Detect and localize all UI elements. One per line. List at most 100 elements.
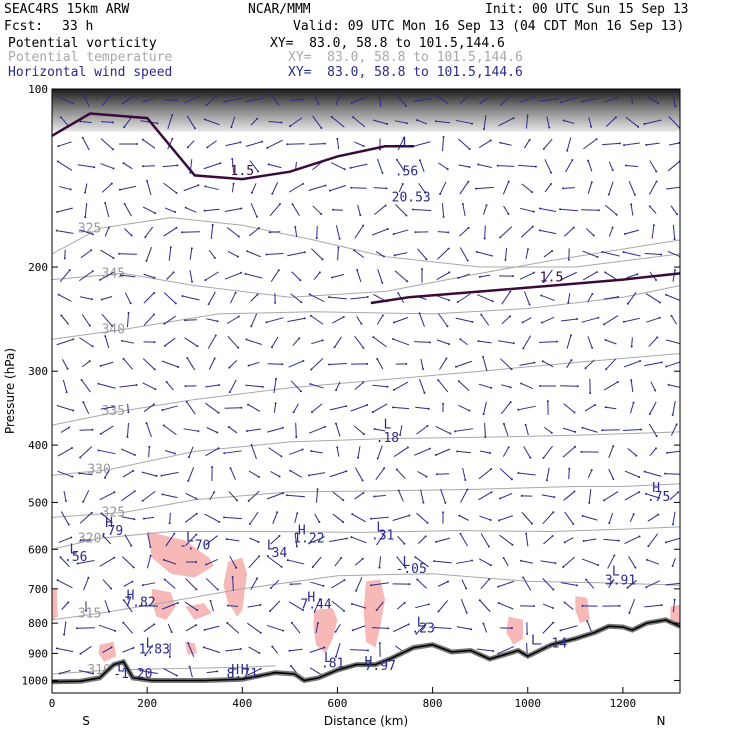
- wind-vector: [543, 138, 553, 150]
- wind-vector: [435, 120, 451, 124]
- wind-vector-head: [57, 160, 60, 163]
- wind-vector-head: [205, 543, 208, 546]
- wind-vector: [500, 142, 512, 146]
- wind-vector-head: [490, 468, 493, 471]
- wind-vector: [248, 555, 260, 569]
- wind-vector-head: [674, 105, 677, 108]
- wind-vector: [520, 226, 534, 238]
- wind-vector: [104, 202, 110, 218]
- wind-vector: [648, 181, 658, 195]
- wind-vector-head: [467, 226, 470, 229]
- wind-vector-head: [360, 322, 363, 325]
- wind-vector-head: [392, 338, 395, 341]
- y-tick-label: 800: [28, 617, 48, 630]
- wind-vector-head: [630, 203, 633, 206]
- wind-vector-head: [446, 580, 449, 583]
- wind-vector: [455, 560, 473, 564]
- wind-vector-head: [562, 187, 565, 190]
- wind-vector-head: [277, 269, 280, 272]
- wind-vector-head: [497, 601, 500, 604]
- wind-vector: [101, 183, 113, 193]
- wind-vector-head: [422, 368, 425, 371]
- wind-vector: [371, 516, 389, 520]
- wind-vector-head: [588, 501, 591, 504]
- wind-vector-head: [531, 225, 534, 228]
- wind-vector: [311, 450, 323, 454]
- wind-vector: [63, 621, 67, 635]
- wind-vector-head: [88, 360, 91, 363]
- wind-vector-head: [217, 411, 220, 414]
- wind-vector: [395, 93, 407, 107]
- wind-vector-head: [362, 224, 365, 227]
- theta-contour: [52, 665, 276, 675]
- wind-vector-head: [461, 203, 464, 206]
- wind-vector: [121, 556, 135, 568]
- wind-vector-head: [291, 203, 294, 206]
- wind-vector: [623, 360, 641, 368]
- wind-vector: [143, 403, 155, 413]
- wind-vector: [521, 183, 533, 193]
- wind-vector: [250, 202, 258, 218]
- wind-vector: [287, 251, 305, 257]
- wind-vector-head: [498, 497, 501, 500]
- wind-vector-head: [478, 599, 481, 602]
- wind-vector: [623, 428, 641, 432]
- wind-vector: [560, 625, 578, 631]
- wind-vector-head: [393, 254, 396, 257]
- wind-vector: [205, 384, 219, 388]
- wind-vector: [437, 581, 449, 587]
- wind-vector-head: [616, 380, 619, 383]
- wind-vector: [582, 427, 598, 433]
- wind-vector-head: [271, 645, 274, 648]
- wind-vector: [311, 248, 323, 260]
- wind-vector: [456, 626, 472, 630]
- wind-vector: [461, 579, 467, 589]
- wind-vector: [119, 384, 137, 388]
- wind-vector: [666, 361, 680, 368]
- wind-vector-head: [318, 271, 321, 274]
- wind-vector: [164, 315, 176, 325]
- wind-vector-head: [471, 122, 474, 125]
- wind-vector-head: [608, 522, 611, 525]
- wind-vector-head: [154, 388, 157, 391]
- wind-vector: [119, 253, 137, 255]
- wind-vector: [415, 556, 429, 568]
- wind-vector-head: [108, 610, 111, 613]
- wind-vector: [629, 513, 635, 523]
- wind-vector: [435, 448, 451, 456]
- wind-vector-head: [299, 279, 302, 282]
- wind-vector: [226, 316, 240, 324]
- wind-vector-head: [132, 646, 135, 649]
- wind-vector: [371, 627, 389, 629]
- wind-vector: [100, 163, 114, 169]
- wind-vector: [584, 404, 596, 412]
- wind-vector: [541, 494, 555, 498]
- theta-contour-label: 345: [102, 266, 125, 281]
- wind-vector-head: [331, 208, 334, 211]
- wind-vector: [524, 291, 530, 305]
- wind-vector: [437, 95, 449, 105]
- wind-vector: [56, 338, 74, 346]
- wind-vector: [142, 139, 156, 149]
- wind-vector: [289, 470, 303, 478]
- wind-vector: [608, 445, 614, 459]
- wind-vector: [249, 537, 259, 543]
- wind-vector-head: [56, 579, 59, 582]
- wind-vector-head: [645, 143, 648, 146]
- wind-vector: [455, 317, 473, 323]
- wind-vector: [289, 117, 303, 127]
- wind-vector: [434, 560, 452, 564]
- pv-region: [185, 641, 198, 655]
- wind-vector-head: [381, 281, 384, 284]
- wind-vector-head: [239, 141, 242, 144]
- wind-vector-head: [671, 414, 674, 417]
- wind-vector-head: [318, 598, 321, 601]
- wind-vector-head: [573, 490, 576, 493]
- wind-vector-head: [436, 95, 439, 98]
- wind-vector-head: [184, 206, 187, 209]
- wind-vector-head: [111, 148, 114, 151]
- wind-vector-head: [196, 96, 199, 99]
- wind-vector-head: [378, 91, 381, 94]
- wind-vector-head: [274, 301, 277, 304]
- wind-vector: [161, 360, 179, 368]
